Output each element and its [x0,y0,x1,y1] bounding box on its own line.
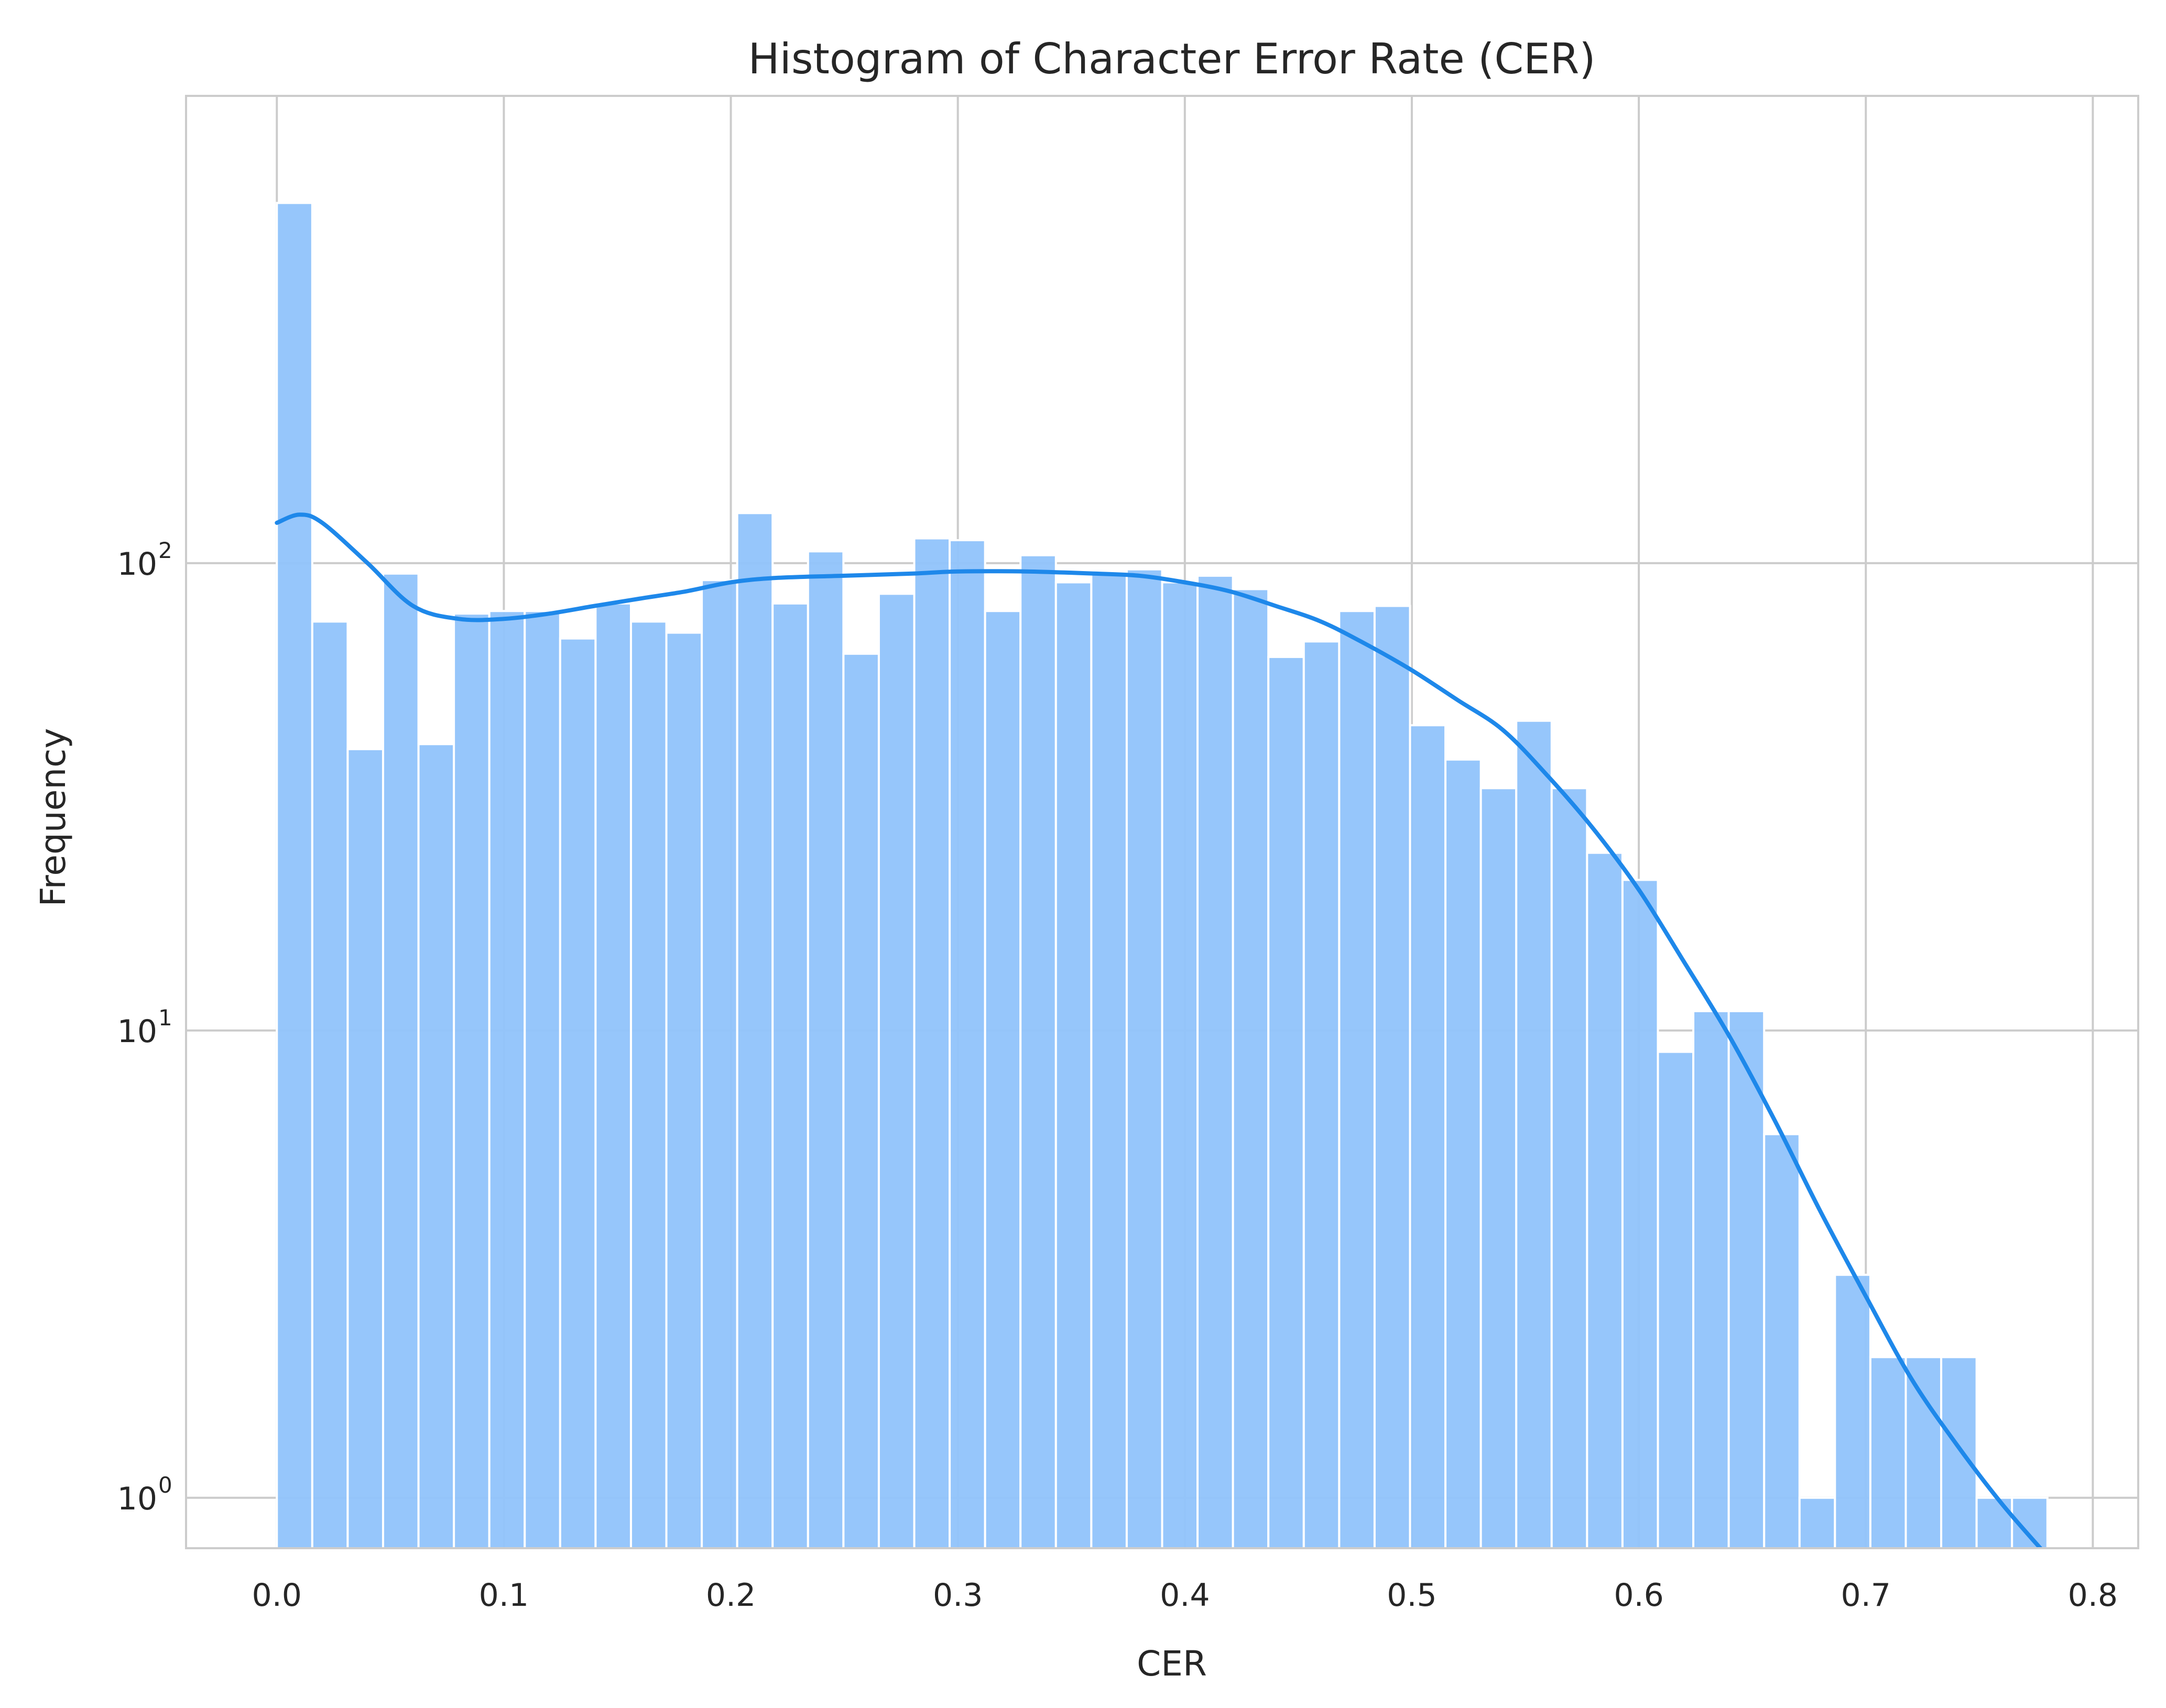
x-tick-label-2: 0.2 [706,1577,756,1614]
histogram-bar-7 [524,610,561,1549]
histogram-bar-8 [559,637,597,1549]
histogram-bar-13 [736,512,774,1550]
histogram-bar-46 [1904,1356,1943,1549]
histogram-bar-18 [913,537,951,1549]
histogram-bar-31 [1373,605,1411,1549]
histogram-bar-39 [1657,1050,1695,1549]
histogram-bar-22 [1054,581,1093,1549]
histogram-bar-16 [842,652,880,1549]
x-tick-labels: 0.0 0.1 0.2 0.3 0.4 0.5 0.6 0.7 0.8 [252,1577,2118,1614]
histogram-bar-42 [1763,1133,1801,1549]
x-tick-label-5: 0.5 [1387,1577,1436,1614]
histogram-bar-27 [1232,588,1270,1549]
histogram-bar-17 [877,593,916,1549]
y-tick-label-1: 10 1 [117,1005,172,1050]
histogram-bar-35 [1515,719,1553,1549]
histogram-bar-43 [1798,1496,1836,1549]
x-tick-label-3: 0.3 [933,1577,983,1614]
histogram-bar-23 [1090,572,1128,1549]
histogram-bar-4 [417,743,455,1549]
histogram-bar-25 [1161,581,1199,1549]
x-tick-label-4: 0.4 [1160,1577,1210,1614]
histogram-bar-26 [1196,574,1234,1549]
histogram-bar-47 [1940,1356,1978,1549]
x-tick-label-1: 0.1 [479,1577,529,1614]
histogram-bar-37 [1586,851,1624,1549]
histogram-bar-40 [1692,1010,1730,1549]
x-tick-label-0: 0.0 [252,1577,302,1614]
y-tick-label-0: 10 0 [117,1472,172,1517]
y-axis-label: Frequency [33,728,73,907]
y-tick-label-2: 10 2 [117,538,172,583]
y-tick-base-2: 10 [117,546,157,583]
histogram-bar-41 [1727,1010,1766,1549]
histogram-bar-34 [1479,787,1518,1549]
x-tick-label-6: 0.6 [1614,1577,1663,1614]
y-tick-exp-2: 2 [158,538,172,563]
histogram-bar-3 [382,572,420,1549]
histogram-bar-38 [1621,879,1659,1549]
histogram-bar-0 [276,202,313,1550]
histogram-bar-20 [984,610,1022,1549]
histogram-bar-14 [771,602,809,1549]
y-tick-base-1: 10 [117,1013,157,1050]
histogram-bar-9 [594,602,632,1549]
histogram-bar-30 [1338,610,1376,1549]
histogram-bar-1 [311,620,349,1549]
kde-layer [275,512,2043,1548]
histogram-bar-29 [1302,640,1341,1549]
histogram-bar-2 [346,748,384,1549]
histogram-bar-33 [1444,758,1482,1549]
histogram-bar-44 [1834,1274,1871,1549]
histogram-bar-24 [1125,568,1163,1549]
histogram-bar-48 [1975,1496,2013,1549]
histogram-bar-19 [949,539,986,1549]
chart-title: Histogram of Character Error Rate (CER) [748,35,1595,83]
x-tick-label-8: 0.8 [2068,1577,2118,1614]
y-tick-exp-0: 0 [158,1472,172,1498]
histogram-bar-45 [1869,1356,1907,1549]
histogram-bar-6 [488,610,526,1549]
y-tick-base-0: 10 [117,1481,157,1517]
y-tick-exp-1: 1 [158,1005,172,1031]
histogram-bar-36 [1550,787,1588,1549]
histogram-bar-15 [807,550,845,1549]
histogram-bars [276,202,2049,1550]
histogram-bar-12 [701,579,738,1549]
histogram-bar-28 [1267,655,1305,1549]
histogram-bar-10 [629,620,668,1549]
histogram-bar-32 [1409,724,1447,1549]
histogram-bar-21 [1019,554,1057,1549]
histogram-bar-11 [665,631,703,1549]
kde-curve [275,512,2043,1548]
plot-frame [185,95,2139,1549]
histogram-bar-5 [453,612,491,1549]
x-tick-label-7: 0.7 [1841,1577,1891,1614]
x-axis-label: CER [1137,1644,1207,1684]
